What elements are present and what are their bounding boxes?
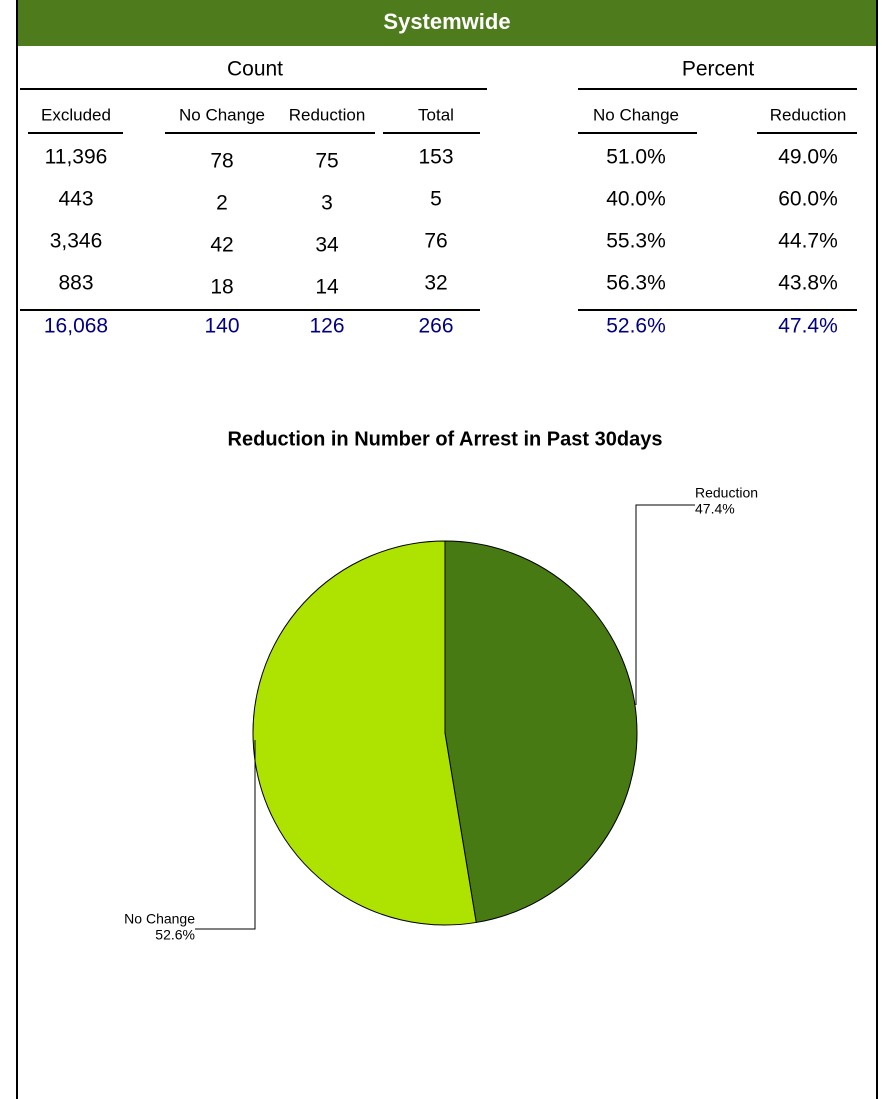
column-header: No Change: [593, 105, 679, 124]
group-header: Percent: [682, 58, 755, 81]
cell: 75: [315, 150, 338, 173]
cell: 443: [58, 188, 93, 211]
total-cell: 266: [418, 315, 453, 338]
cell: 49.0%: [778, 146, 838, 169]
cell: 3,346: [50, 230, 103, 253]
total-cell: 126: [309, 315, 344, 338]
column-header: Excluded: [41, 105, 111, 124]
column-header: No Change: [179, 105, 265, 124]
cell: 5: [430, 188, 442, 211]
cell: 3: [321, 192, 333, 215]
cell: 78: [210, 150, 233, 173]
table: Count Percent Excluded No Change Reduction To…: [20, 58, 857, 338]
header-band: [17, 0, 877, 46]
cell: 44.7%: [778, 230, 838, 253]
column-header: Reduction: [770, 105, 847, 124]
header-title: Systemwide: [383, 9, 510, 34]
cell: 34: [315, 234, 339, 257]
cell: 32: [424, 272, 447, 295]
cell: 51.0%: [606, 146, 666, 169]
cell: 40.0%: [606, 188, 666, 211]
pie-slice: [252, 540, 477, 926]
group-header: Count: [227, 58, 283, 81]
total-cell: 52.6%: [606, 315, 666, 338]
cell: 14: [315, 276, 339, 299]
pie-slice: [444, 540, 638, 924]
slice-label: Reduction: [695, 485, 758, 501]
cell: 883: [58, 272, 93, 295]
cell: 55.3%: [606, 230, 666, 253]
slice-value-label: 52.6%: [155, 927, 195, 943]
slice-label: No Change: [124, 911, 195, 927]
cell: 2: [216, 192, 228, 215]
total-cell: 47.4%: [778, 315, 838, 338]
column-header: Reduction: [289, 105, 366, 124]
cell: 43.8%: [778, 272, 838, 295]
cell: 56.3%: [606, 272, 666, 295]
cell: 76: [424, 230, 447, 253]
cell: 153: [418, 146, 453, 169]
total-cell: 140: [204, 315, 239, 338]
cell: 60.0%: [778, 188, 838, 211]
cell: 18: [210, 276, 233, 299]
cell: 11,396: [45, 146, 108, 169]
leader-line: [635, 504, 695, 705]
cell: 42: [210, 234, 233, 257]
chart-title: Reduction in Number of Arrest in Past 30…: [228, 428, 663, 450]
total-cell: 16,068: [44, 315, 108, 338]
slice-value-label: 47.4%: [695, 501, 735, 517]
leader-line: [195, 740, 256, 930]
column-header: Total: [418, 105, 454, 124]
